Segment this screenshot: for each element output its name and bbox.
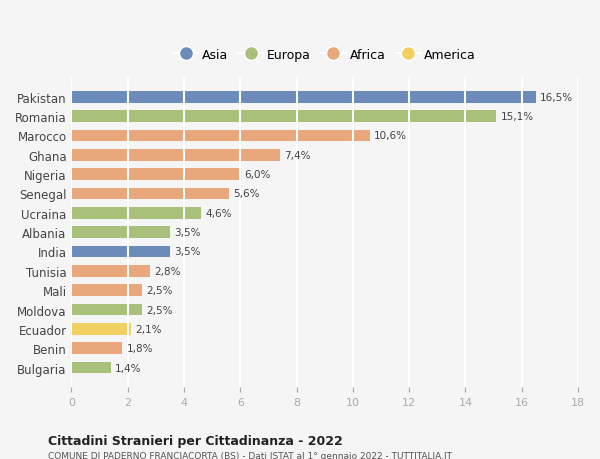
Text: 2,5%: 2,5% bbox=[146, 305, 173, 315]
Bar bbox=[71, 265, 150, 277]
Text: 4,6%: 4,6% bbox=[205, 208, 232, 218]
Bar bbox=[71, 227, 170, 238]
Text: 3,5%: 3,5% bbox=[174, 247, 200, 257]
Bar bbox=[71, 111, 496, 123]
Bar bbox=[71, 246, 170, 257]
Bar bbox=[71, 304, 142, 316]
Text: 3,5%: 3,5% bbox=[174, 228, 200, 238]
Bar bbox=[71, 92, 536, 103]
Bar bbox=[71, 130, 370, 142]
Bar bbox=[71, 188, 229, 200]
Text: COMUNE DI PADERNO FRANCIACORTA (BS) - Dati ISTAT al 1° gennaio 2022 - TUTTITALIA: COMUNE DI PADERNO FRANCIACORTA (BS) - Da… bbox=[48, 451, 452, 459]
Text: 1,4%: 1,4% bbox=[115, 363, 142, 373]
Bar bbox=[71, 343, 122, 354]
Text: 2,1%: 2,1% bbox=[135, 324, 161, 334]
Bar bbox=[71, 285, 142, 297]
Legend: Asia, Europa, Africa, America: Asia, Europa, Africa, America bbox=[169, 44, 481, 67]
Text: 2,8%: 2,8% bbox=[154, 266, 181, 276]
Bar bbox=[71, 323, 131, 335]
Text: Cittadini Stranieri per Cittadinanza - 2022: Cittadini Stranieri per Cittadinanza - 2… bbox=[48, 434, 343, 447]
Text: 5,6%: 5,6% bbox=[233, 189, 260, 199]
Text: 2,5%: 2,5% bbox=[146, 285, 173, 296]
Bar bbox=[71, 150, 280, 161]
Text: 1,8%: 1,8% bbox=[127, 343, 153, 353]
Bar bbox=[71, 169, 241, 180]
Text: 16,5%: 16,5% bbox=[540, 93, 573, 102]
Bar bbox=[71, 207, 201, 219]
Bar bbox=[71, 362, 111, 374]
Text: 6,0%: 6,0% bbox=[245, 170, 271, 180]
Text: 7,4%: 7,4% bbox=[284, 151, 310, 160]
Text: 15,1%: 15,1% bbox=[500, 112, 533, 122]
Text: 10,6%: 10,6% bbox=[374, 131, 407, 141]
